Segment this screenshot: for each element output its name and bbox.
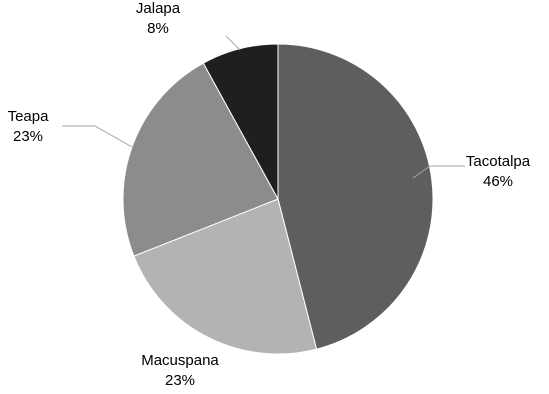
slice-label-tacotalpa: Tacotalpa <box>466 153 531 170</box>
leader-line-tacotalpa <box>412 165 465 179</box>
slice-label-macuspana: Macuspana <box>141 352 219 369</box>
pie-slice-tacotalpa <box>277 43 434 350</box>
leader-lines <box>62 35 465 179</box>
data-labels: Tacotalpa 46% Macuspana 23% Teapa 23% Jalapa 8% <box>8 0 531 389</box>
leader-line-jalapa <box>225 35 241 51</box>
slice-value-label-teapa: 23% <box>13 128 43 145</box>
leader-line-teapa <box>62 125 133 148</box>
slice-value-label-tacotalpa: 46% <box>483 173 513 190</box>
slice-value-label-jalapa: 8% <box>147 20 169 37</box>
slice-label-teapa: Teapa <box>8 108 50 125</box>
slice-value-label-macuspana: 23% <box>165 372 195 389</box>
slice-label-jalapa: Jalapa <box>136 0 181 17</box>
pie-slice-macuspana <box>133 198 318 355</box>
pie-slice-teapa <box>122 62 279 257</box>
pie-slices <box>122 43 434 355</box>
